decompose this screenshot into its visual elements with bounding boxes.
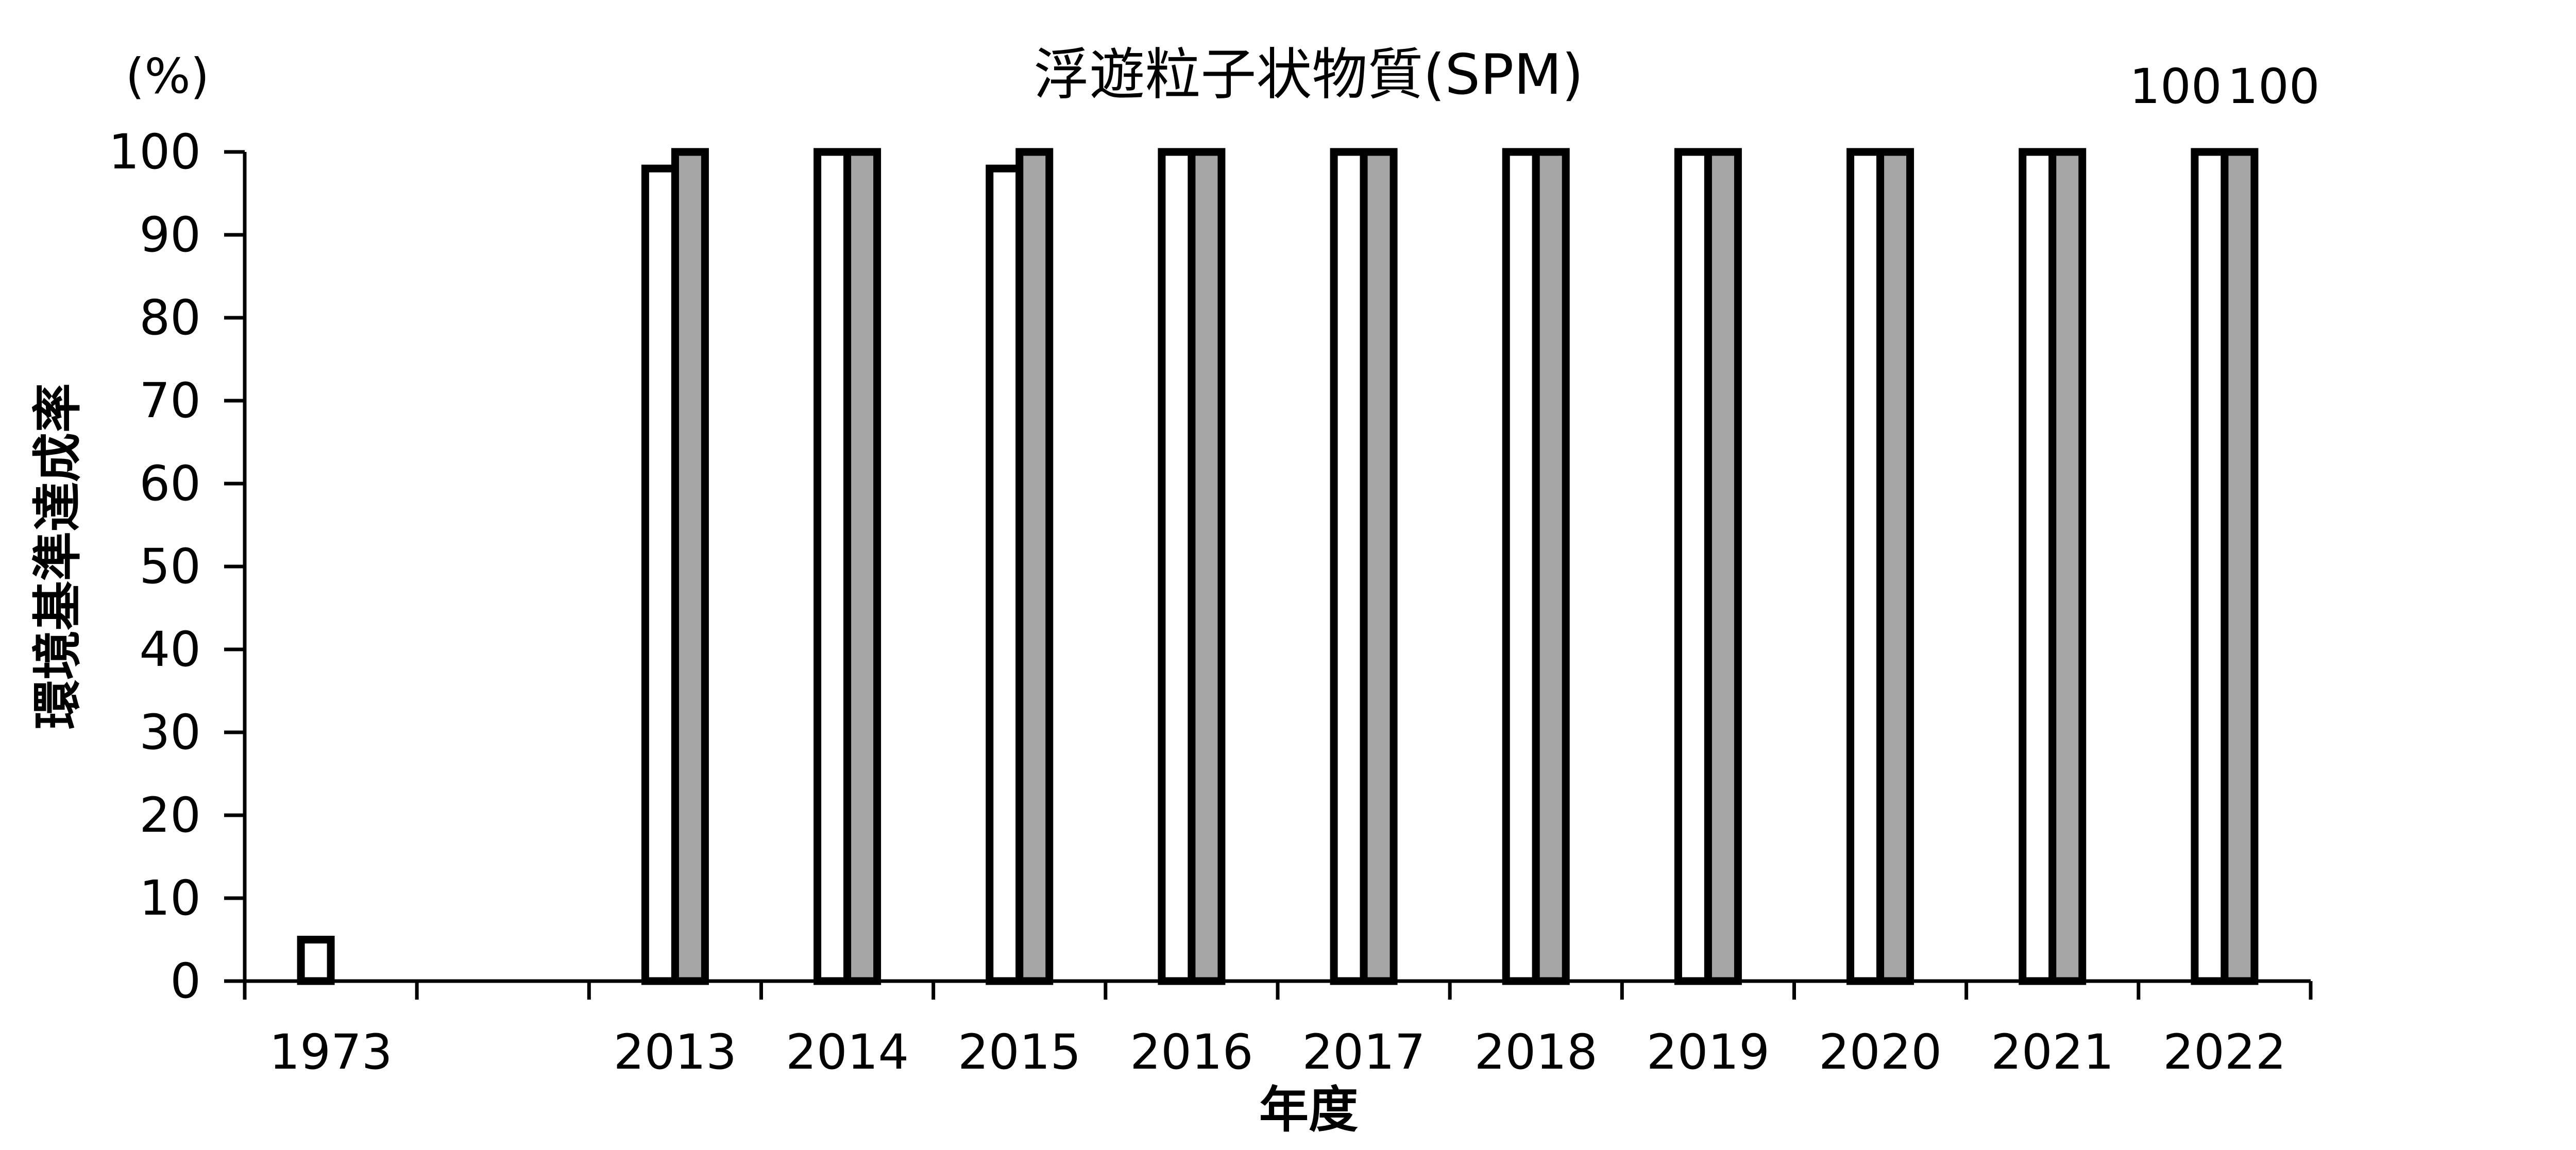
x-tick-label: 2015 — [958, 1024, 1081, 1080]
bar-series2-2016 — [1188, 148, 1226, 985]
bar-series1-2015 — [986, 164, 1024, 985]
y-tick-label: 0 — [170, 953, 201, 1009]
bar-series1-2019 — [1674, 148, 1712, 985]
x-tick-label: 2019 — [1647, 1024, 1770, 1080]
x-tick-label: 2017 — [1302, 1024, 1425, 1080]
y-tick-label: 20 — [139, 787, 201, 844]
y-axis-label: 環境基準達成率 — [29, 383, 87, 729]
bar-series2-2022 — [2221, 148, 2259, 985]
bar-series2-2017 — [1360, 148, 1398, 985]
bar-series1-2017 — [1330, 148, 1368, 985]
chart-title: 浮遊粒子状物質(SPM) — [1033, 43, 1583, 107]
bar-series1-1973 — [297, 936, 335, 985]
bar-series1-2014 — [814, 148, 852, 985]
x-tick-label: 2014 — [786, 1024, 909, 1080]
bar-series1-2018 — [1502, 148, 1540, 985]
y-tick-labels: 0 10 20 30 40 50 60 70 80 90 100 — [109, 124, 201, 1009]
y-tick-label: 100 — [109, 124, 201, 180]
x-tick-label: 2020 — [1819, 1024, 1942, 1080]
y-unit-label: (%) — [126, 48, 210, 105]
x-tick-label: 1973 — [269, 1024, 392, 1080]
y-tick-label: 60 — [139, 456, 201, 512]
y-tick-label: 50 — [139, 539, 201, 595]
bar-series2-2015 — [1015, 148, 1054, 985]
bar-series2-2013 — [671, 148, 709, 985]
bar-series1-2022 — [2191, 148, 2229, 985]
x-tick-label: 2021 — [1991, 1024, 2114, 1080]
x-axis-label: 年度 — [1259, 1081, 1358, 1139]
bar-series2-2021 — [2048, 148, 2087, 985]
y-tick-label: 10 — [139, 870, 201, 926]
bar-series2-2019 — [1704, 148, 1742, 985]
bar-series2-2014 — [843, 148, 882, 985]
x-tick-labels: 1973 2013 2014 2015 2016 2017 2018 2019 2020 2021… — [269, 1024, 2286, 1080]
data-labels: 100 100 — [2129, 59, 2319, 115]
x-tick-label: 2013 — [614, 1024, 737, 1080]
bar-series1-2016 — [1158, 148, 1196, 985]
bar-series2-2020 — [1876, 148, 1914, 985]
y-tick-label: 70 — [139, 373, 201, 429]
x-tick-label: 2018 — [1475, 1024, 1598, 1080]
data-label: 100 — [2227, 59, 2319, 115]
axes-group — [224, 150, 2313, 1000]
bar-series2-2018 — [1532, 148, 1570, 985]
bar-series1-2021 — [2019, 148, 2057, 985]
bar-series1-2020 — [1846, 148, 1885, 985]
y-tick-label: 30 — [139, 705, 201, 761]
x-tick-label: 2022 — [2163, 1024, 2286, 1080]
data-label: 100 — [2129, 59, 2222, 115]
y-tick-label: 90 — [139, 207, 201, 263]
y-tick-label: 80 — [139, 290, 201, 346]
y-tick-label: 40 — [139, 622, 201, 678]
x-tick-label: 2016 — [1130, 1024, 1253, 1080]
bar-series1-2013 — [641, 164, 679, 985]
bars-group — [297, 148, 2259, 985]
